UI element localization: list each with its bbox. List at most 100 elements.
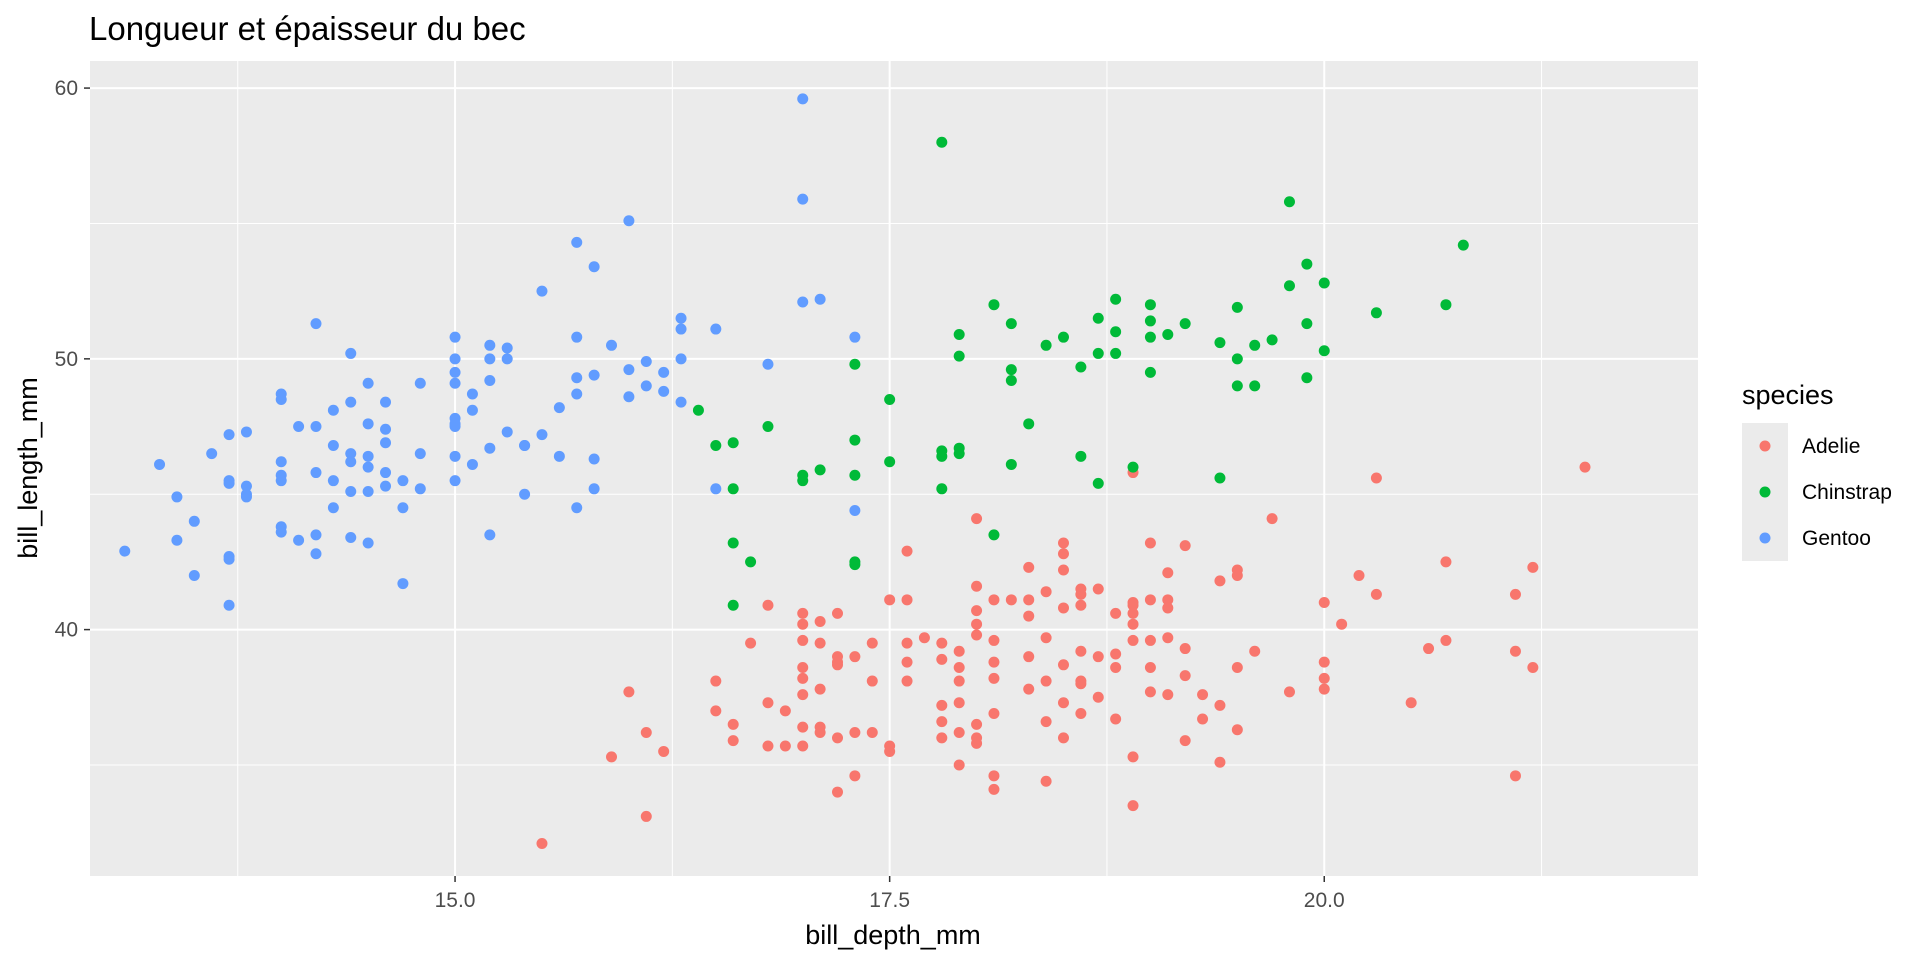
data-point xyxy=(1110,648,1122,660)
x-tick-label: 17.5 xyxy=(869,889,910,912)
data-point xyxy=(953,675,965,687)
data-point xyxy=(1283,196,1295,208)
data-point xyxy=(1075,583,1087,595)
data-point xyxy=(449,450,461,462)
data-point xyxy=(1249,339,1261,351)
data-point xyxy=(971,718,983,730)
data-point xyxy=(466,388,478,400)
data-point xyxy=(397,502,409,514)
data-point xyxy=(1127,461,1139,473)
data-point xyxy=(1197,689,1209,701)
legend-label: Gentoo xyxy=(1802,527,1871,550)
data-point xyxy=(727,718,739,730)
data-point xyxy=(936,732,948,744)
data-point xyxy=(988,594,1000,606)
axes: 15.0 17.5 20.0 40 50 60 xyxy=(55,77,1345,912)
data-point xyxy=(832,607,844,619)
data-point xyxy=(1040,775,1052,787)
data-point xyxy=(310,548,322,560)
data-point xyxy=(1266,513,1278,525)
data-point xyxy=(1144,594,1156,606)
data-point xyxy=(1005,364,1017,376)
data-point xyxy=(1509,588,1521,600)
data-point xyxy=(1162,328,1174,340)
data-point xyxy=(1440,556,1452,568)
data-point xyxy=(1110,347,1122,359)
data-point xyxy=(953,697,965,709)
legend-label: Chinstrap xyxy=(1802,481,1892,504)
y-tick-label: 50 xyxy=(55,348,78,371)
data-point xyxy=(658,745,670,757)
data-point xyxy=(1214,575,1226,587)
data-point xyxy=(1162,689,1174,701)
data-point xyxy=(1057,602,1069,614)
data-point xyxy=(240,480,252,492)
data-point xyxy=(275,393,287,405)
data-point xyxy=(797,618,809,630)
data-point xyxy=(380,396,392,408)
data-point xyxy=(1057,331,1069,343)
data-point xyxy=(832,732,844,744)
data-point xyxy=(1023,418,1035,430)
data-point xyxy=(1318,672,1330,684)
data-point xyxy=(849,504,861,516)
data-point xyxy=(1214,756,1226,768)
data-point xyxy=(936,637,948,649)
data-point xyxy=(1509,645,1521,657)
y-tick-label: 60 xyxy=(55,77,78,100)
data-point xyxy=(1110,713,1122,725)
x-tick-label: 20.0 xyxy=(1304,889,1345,912)
series-adelie xyxy=(536,461,1591,850)
data-point xyxy=(1005,375,1017,387)
data-point xyxy=(971,732,983,744)
data-point xyxy=(814,683,826,695)
data-point xyxy=(1110,662,1122,674)
data-point xyxy=(884,456,896,468)
data-point xyxy=(797,193,809,205)
data-point xyxy=(953,350,965,362)
data-point xyxy=(797,634,809,646)
data-point xyxy=(571,388,583,400)
data-point xyxy=(832,651,844,663)
data-point xyxy=(380,437,392,449)
data-point xyxy=(1110,326,1122,338)
data-point xyxy=(1162,567,1174,579)
data-point xyxy=(1040,675,1052,687)
data-point xyxy=(397,475,409,487)
data-point xyxy=(884,594,896,606)
data-point xyxy=(762,358,774,370)
data-point xyxy=(1179,670,1191,682)
data-points xyxy=(119,93,1591,850)
data-point xyxy=(1057,697,1069,709)
data-point xyxy=(814,293,826,305)
data-point xyxy=(710,483,722,495)
data-point xyxy=(849,331,861,343)
data-point xyxy=(414,377,426,389)
data-point xyxy=(1057,659,1069,671)
data-point xyxy=(988,529,1000,541)
data-point xyxy=(1144,331,1156,343)
data-point xyxy=(1144,366,1156,378)
data-point xyxy=(1527,561,1539,573)
data-point xyxy=(1075,708,1087,720)
data-point xyxy=(901,594,913,606)
data-point xyxy=(1197,713,1209,725)
data-point xyxy=(849,651,861,663)
data-point xyxy=(171,534,183,546)
data-point xyxy=(1162,632,1174,644)
data-point xyxy=(762,697,774,709)
data-point xyxy=(154,458,166,470)
data-point xyxy=(1005,594,1017,606)
data-point xyxy=(988,770,1000,782)
chart-title: Longueur et épaisseur du bec xyxy=(89,10,526,47)
data-point xyxy=(571,372,583,384)
data-point xyxy=(849,726,861,738)
data-point xyxy=(223,553,235,565)
data-point xyxy=(1127,597,1139,609)
legend-title: species xyxy=(1742,380,1834,410)
data-point xyxy=(1144,662,1156,674)
data-point xyxy=(275,526,287,538)
data-point xyxy=(901,656,913,668)
data-point xyxy=(866,726,878,738)
